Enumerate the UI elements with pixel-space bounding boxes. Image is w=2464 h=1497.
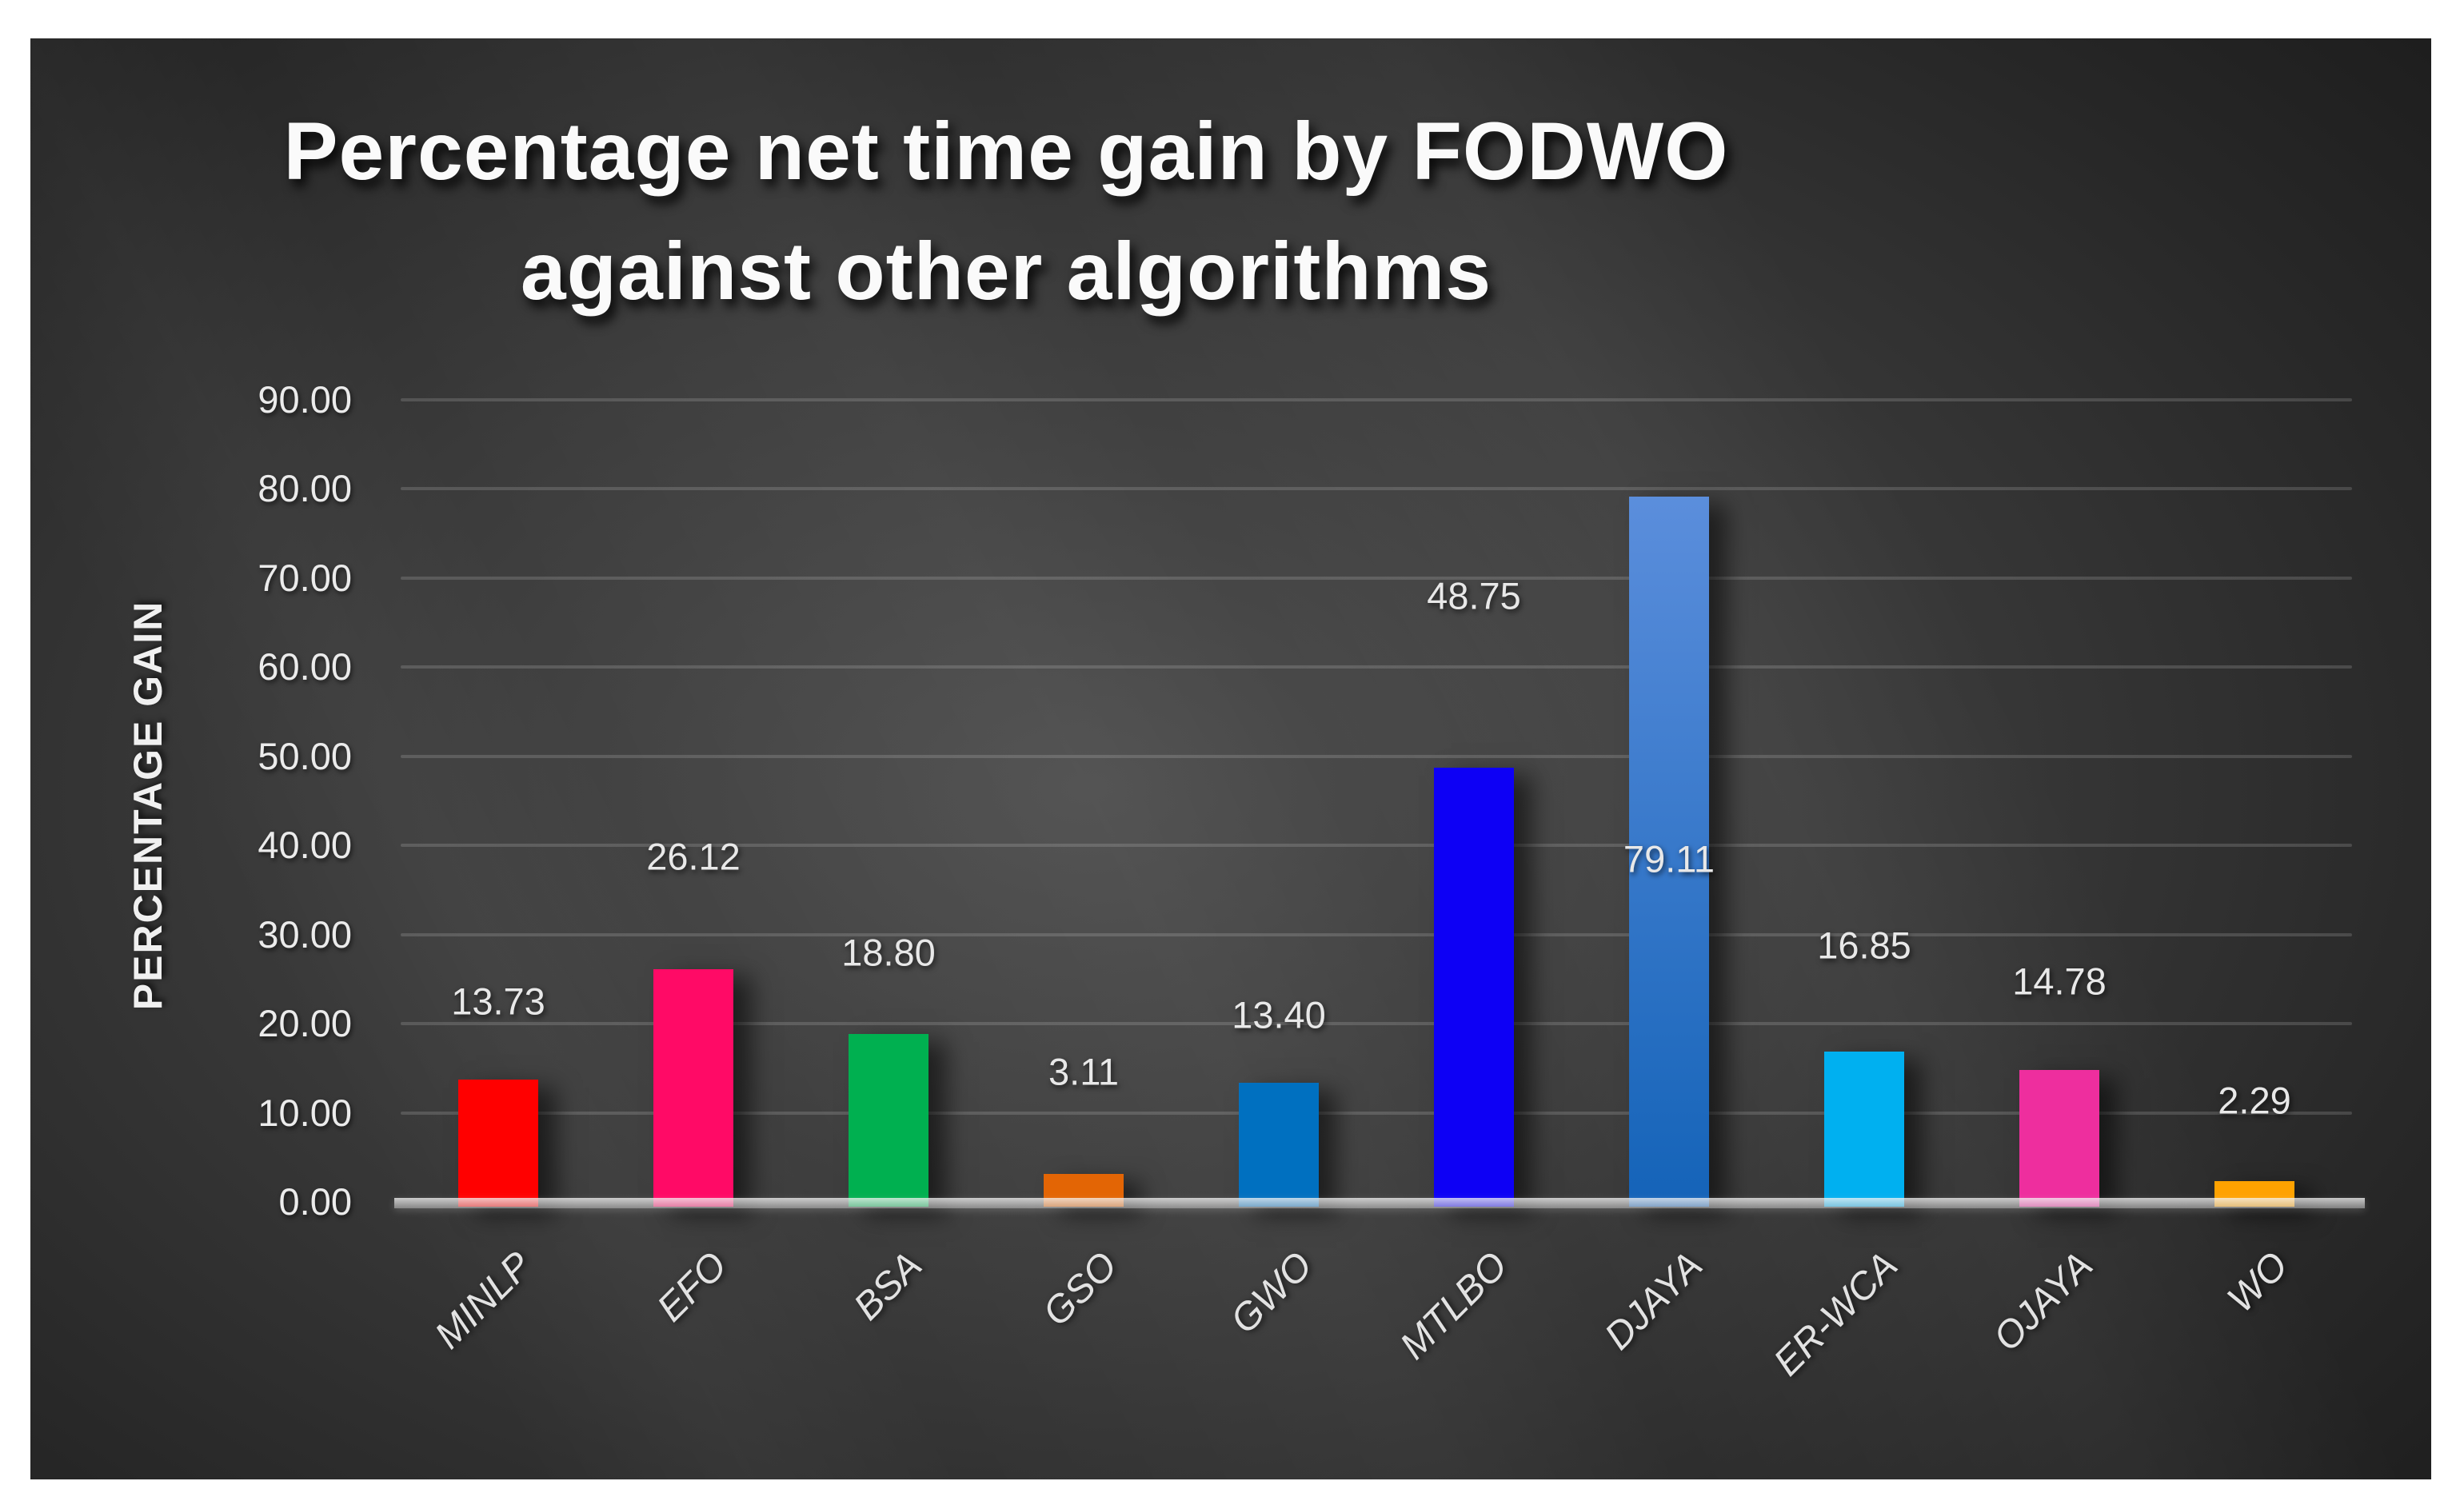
x-label-BSA: BSA	[845, 1244, 931, 1329]
data-label-ER-WCA: 16.85	[1817, 924, 1911, 967]
y-tick-label: 30.00	[258, 912, 352, 956]
bar-DJAYA	[1629, 497, 1709, 1207]
x-label-OJAYA: OJAYA	[1985, 1244, 2102, 1360]
data-label-GSO: 3.11	[1048, 1050, 1119, 1093]
y-tick-label: 80.00	[258, 467, 352, 510]
bar-GWO	[1239, 1082, 1319, 1207]
y-tick-label: 60.00	[258, 645, 352, 689]
x-axis-line	[394, 1198, 2365, 1208]
x-label-WO: WO	[2219, 1244, 2297, 1321]
x-label-MINLP: MINLP	[426, 1244, 541, 1357]
y-tick-label: 20.00	[258, 1002, 352, 1045]
gridline	[401, 398, 2352, 401]
chart-title-line-2: against other algorithms	[520, 226, 1492, 317]
x-label-GWO: GWO	[1222, 1244, 1321, 1343]
data-label-MINLP: 13.73	[451, 980, 545, 1023]
data-label-OJAYA: 14.78	[2012, 960, 2107, 1003]
y-tick-label: 50.00	[258, 734, 352, 777]
bar-BSA	[849, 1034, 928, 1207]
x-label-GSO: GSO	[1035, 1244, 1126, 1335]
bar-MTLBO	[1434, 767, 1514, 1207]
data-label-MTLBO: 48.75	[1427, 574, 1521, 617]
data-label-DJAYA: 79.11	[1623, 837, 1715, 880]
y-tick-label: 70.00	[258, 556, 352, 599]
x-label-EFO: EFO	[649, 1244, 736, 1330]
gridline	[401, 665, 2352, 669]
gridline	[401, 576, 2352, 580]
x-label-DJAYA: DJAYA	[1596, 1244, 1711, 1359]
chart-title-line-1: Percentage net time gain by FODWO	[283, 106, 1729, 197]
gridline	[401, 844, 2352, 848]
x-label-MTLBO: MTLBO	[1392, 1244, 1516, 1368]
bar-EFO	[653, 968, 733, 1207]
gridline	[401, 1111, 2352, 1115]
y-tick-label: 90.00	[258, 378, 352, 421]
bar-chart: Percentage net time gain by FODWO agains…	[30, 38, 2431, 1479]
y-tick-label: 10.00	[258, 1091, 352, 1134]
gridline	[401, 1022, 2352, 1026]
data-label-GWO: 13.40	[1232, 993, 1326, 1036]
data-label-EFO: 26.12	[646, 835, 741, 878]
bar-ER-WCA	[1824, 1052, 1904, 1207]
chart-title: Percentage net time gain by FODWO agains…	[284, 91, 1729, 331]
y-tick-label: 40.00	[258, 824, 352, 867]
data-label-BSA: 18.80	[841, 931, 936, 974]
y-tick-label: 0.00	[278, 1180, 352, 1223]
x-label-ER-WCA: ER-WCA	[1766, 1244, 1907, 1384]
bar-OJAYA	[2019, 1070, 2099, 1207]
bar-MINLP	[458, 1079, 538, 1207]
data-label-WO: 2.29	[2218, 1079, 2291, 1122]
gridline	[401, 487, 2352, 491]
gridline	[401, 932, 2352, 936]
gridline	[401, 754, 2352, 758]
